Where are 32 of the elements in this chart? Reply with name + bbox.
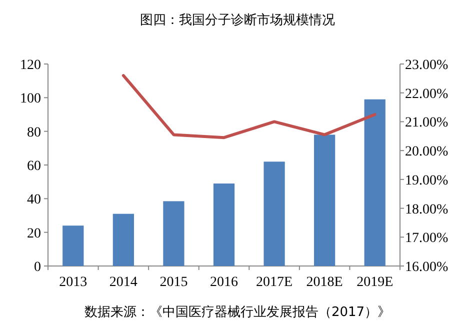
bar [62,226,84,266]
y2-tick-label: 23.00% [405,58,448,73]
bar [264,162,285,266]
y-tick-label: 60 [27,159,41,174]
y2-tick-label: 21.00% [405,116,448,131]
chart-title: 图四：我国分子诊断市场规模情况 [140,13,335,28]
bar [163,201,184,266]
bar [314,134,336,266]
x-tick-label: 2018E [306,275,343,290]
y-tick-label: 80 [27,125,41,140]
y2-tick-label: 16.00% [405,260,448,275]
line-series [122,74,376,140]
y-tick-label: 0 [34,260,41,275]
y2-tick-label: 22.00% [405,86,448,102]
x-tick-label: 2014 [109,275,138,290]
x-tick-label: 2015 [160,275,188,290]
y2-tick-label: 18.00% [405,202,448,218]
source-note: 数据来源：《中国医疗器械行业发展报告（2017）》 [84,305,391,320]
y2-tick-label: 17.00% [405,231,448,246]
x-tick-label: 2019E [356,275,394,290]
y2-tick-label: 20.00% [405,144,448,160]
x-tick-label: 2016 [210,275,238,290]
bar [213,184,235,266]
x-tick-label: 2017E [256,275,293,290]
x-tick-label: 2013 [59,275,88,290]
bar [112,214,134,266]
y2-tick-label: 19.00% [405,173,448,188]
y-tick-label: 120 [20,58,41,73]
y-tick-label: 100 [20,92,41,107]
bar [364,99,386,266]
y-tick-label: 40 [27,192,41,208]
y-tick-label: 20 [27,226,41,242]
